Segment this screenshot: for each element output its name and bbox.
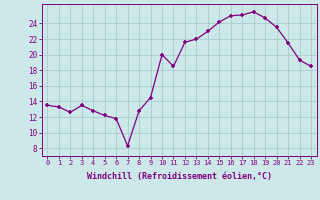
X-axis label: Windchill (Refroidissement éolien,°C): Windchill (Refroidissement éolien,°C) xyxy=(87,172,272,181)
